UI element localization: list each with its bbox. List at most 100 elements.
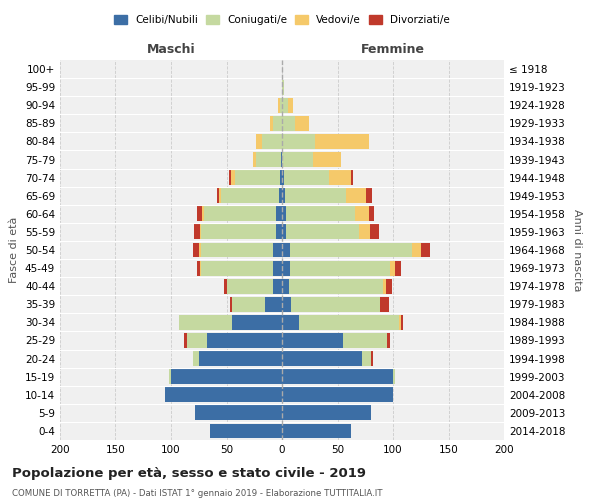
Bar — [290, 242, 412, 258]
Bar — [282, 351, 362, 366]
Bar — [201, 242, 273, 258]
Bar — [199, 242, 201, 258]
Bar — [282, 134, 316, 149]
Bar — [313, 152, 341, 167]
Bar — [282, 388, 393, 402]
Bar — [256, 134, 262, 149]
Bar — [368, 206, 374, 221]
Bar — [196, 406, 282, 420]
Bar — [282, 80, 284, 94]
Bar — [362, 351, 371, 366]
Bar — [282, 242, 290, 258]
Bar — [383, 279, 386, 293]
Bar — [278, 98, 280, 112]
Bar — [386, 279, 392, 293]
Bar — [197, 260, 200, 276]
Bar — [217, 188, 219, 203]
Bar — [316, 134, 368, 149]
Bar — [289, 279, 383, 293]
Bar — [282, 98, 287, 112]
Bar — [388, 333, 389, 348]
Bar — [199, 351, 282, 366]
Bar — [221, 188, 278, 203]
Bar — [389, 260, 395, 276]
Bar — [277, 206, 282, 221]
Bar — [229, 170, 231, 185]
Bar — [253, 152, 256, 167]
Bar — [286, 224, 359, 240]
Bar — [343, 333, 388, 348]
Bar — [262, 134, 282, 149]
Bar — [273, 242, 282, 258]
Bar — [282, 188, 286, 203]
Bar — [193, 242, 199, 258]
Bar — [280, 98, 282, 112]
Bar — [282, 279, 289, 293]
Bar — [282, 224, 286, 240]
Bar — [351, 170, 353, 185]
Bar — [230, 297, 232, 312]
Bar — [282, 116, 295, 131]
Text: Maschi: Maschi — [146, 44, 196, 57]
Bar — [367, 188, 372, 203]
Bar — [202, 206, 204, 221]
Bar — [187, 333, 206, 348]
Bar — [395, 260, 401, 276]
Bar — [282, 406, 371, 420]
Bar — [273, 279, 282, 293]
Bar — [232, 315, 282, 330]
Bar — [219, 188, 221, 203]
Bar — [282, 424, 351, 438]
Bar — [200, 260, 201, 276]
Bar — [210, 424, 282, 438]
Text: Femmine: Femmine — [361, 44, 425, 57]
Bar — [370, 224, 379, 240]
Bar — [265, 297, 282, 312]
Bar — [273, 116, 282, 131]
Y-axis label: Fasce di età: Fasce di età — [10, 217, 19, 283]
Bar — [299, 315, 398, 330]
Bar — [194, 224, 200, 240]
Bar — [421, 242, 430, 258]
Bar — [201, 260, 273, 276]
Bar — [284, 170, 329, 185]
Bar — [286, 206, 355, 221]
Bar — [412, 242, 421, 258]
Bar — [184, 333, 187, 348]
Bar — [282, 333, 343, 348]
Bar — [393, 369, 395, 384]
Bar — [346, 188, 367, 203]
Bar — [380, 297, 389, 312]
Bar — [224, 279, 227, 293]
Y-axis label: Anni di nascita: Anni di nascita — [572, 209, 582, 291]
Bar — [231, 170, 235, 185]
Bar — [200, 224, 201, 240]
Bar — [371, 351, 373, 366]
Bar — [171, 369, 282, 384]
Bar — [355, 206, 368, 221]
Bar — [278, 188, 282, 203]
Bar — [290, 260, 389, 276]
Bar — [329, 170, 351, 185]
Legend: Celibi/Nubili, Coniugati/e, Vedovi/e, Divorziati/e: Celibi/Nubili, Coniugati/e, Vedovi/e, Di… — [111, 12, 453, 28]
Bar — [282, 369, 393, 384]
Bar — [282, 170, 284, 185]
Bar — [227, 279, 273, 293]
Bar — [256, 152, 281, 167]
Bar — [359, 224, 370, 240]
Bar — [201, 224, 277, 240]
Bar — [280, 170, 282, 185]
Bar — [270, 116, 273, 131]
Bar — [286, 188, 346, 203]
Bar — [166, 388, 282, 402]
Bar — [282, 152, 313, 167]
Bar — [179, 315, 232, 330]
Bar — [295, 116, 308, 131]
Bar — [282, 206, 286, 221]
Bar — [169, 369, 171, 384]
Bar — [281, 152, 282, 167]
Bar — [204, 206, 277, 221]
Bar — [291, 297, 380, 312]
Bar — [398, 315, 401, 330]
Bar — [232, 297, 265, 312]
